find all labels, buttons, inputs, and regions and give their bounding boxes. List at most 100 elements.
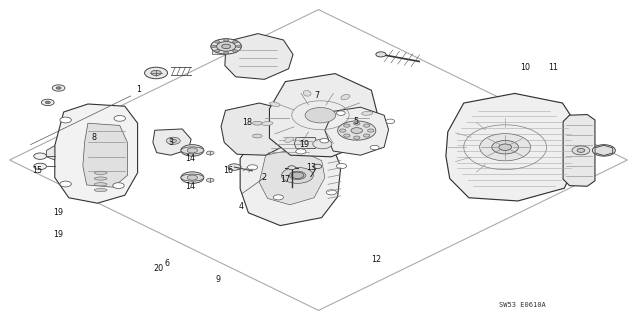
Ellipse shape bbox=[492, 140, 519, 154]
Text: 3: 3 bbox=[168, 138, 173, 147]
Circle shape bbox=[113, 183, 124, 188]
Circle shape bbox=[60, 117, 71, 123]
Circle shape bbox=[364, 134, 370, 137]
Circle shape bbox=[187, 148, 197, 153]
Circle shape bbox=[291, 172, 304, 179]
Polygon shape bbox=[212, 45, 226, 54]
Text: 19: 19 bbox=[299, 140, 310, 149]
Circle shape bbox=[370, 145, 379, 150]
Polygon shape bbox=[240, 130, 341, 226]
Polygon shape bbox=[153, 129, 191, 155]
Text: 15: 15 bbox=[32, 166, 42, 175]
Polygon shape bbox=[446, 93, 577, 201]
Ellipse shape bbox=[222, 44, 231, 49]
Polygon shape bbox=[221, 103, 293, 155]
Text: 17: 17 bbox=[280, 175, 290, 184]
Ellipse shape bbox=[94, 183, 107, 186]
Text: 7: 7 bbox=[315, 92, 320, 100]
Circle shape bbox=[52, 85, 65, 91]
Circle shape bbox=[354, 136, 360, 139]
Polygon shape bbox=[269, 74, 378, 157]
Circle shape bbox=[313, 139, 332, 149]
Circle shape bbox=[34, 153, 47, 159]
Circle shape bbox=[114, 116, 125, 121]
Circle shape bbox=[187, 175, 197, 180]
Polygon shape bbox=[47, 146, 55, 160]
Ellipse shape bbox=[480, 134, 531, 161]
Text: 10: 10 bbox=[520, 63, 531, 72]
Circle shape bbox=[56, 87, 61, 89]
Circle shape bbox=[211, 45, 216, 48]
Text: 2: 2 bbox=[262, 173, 267, 182]
Circle shape bbox=[215, 41, 220, 43]
Text: 1: 1 bbox=[136, 85, 141, 94]
Circle shape bbox=[273, 195, 283, 200]
Ellipse shape bbox=[166, 137, 180, 144]
Circle shape bbox=[224, 39, 229, 41]
Circle shape bbox=[296, 149, 306, 154]
Circle shape bbox=[151, 70, 161, 76]
Ellipse shape bbox=[303, 91, 311, 96]
Ellipse shape bbox=[305, 108, 336, 123]
Ellipse shape bbox=[577, 148, 585, 152]
Circle shape bbox=[336, 164, 347, 169]
Text: SW53 E0610A: SW53 E0610A bbox=[499, 302, 546, 308]
Circle shape bbox=[326, 190, 336, 195]
Text: 19: 19 bbox=[54, 230, 64, 239]
Text: 9: 9 bbox=[215, 275, 220, 284]
Circle shape bbox=[206, 178, 214, 182]
Ellipse shape bbox=[285, 137, 294, 142]
Ellipse shape bbox=[211, 39, 241, 54]
Ellipse shape bbox=[181, 147, 204, 154]
Polygon shape bbox=[294, 138, 317, 148]
Text: 18: 18 bbox=[242, 118, 252, 127]
Text: 8: 8 bbox=[92, 133, 97, 142]
Polygon shape bbox=[83, 123, 127, 187]
Circle shape bbox=[45, 101, 50, 104]
Ellipse shape bbox=[252, 121, 262, 125]
Circle shape bbox=[499, 144, 512, 150]
Ellipse shape bbox=[181, 174, 204, 181]
Polygon shape bbox=[563, 115, 595, 186]
Text: 14: 14 bbox=[185, 154, 195, 163]
Circle shape bbox=[368, 129, 374, 132]
Polygon shape bbox=[55, 104, 138, 203]
Circle shape bbox=[343, 134, 350, 137]
Ellipse shape bbox=[282, 167, 313, 183]
Text: 6: 6 bbox=[164, 259, 169, 268]
Ellipse shape bbox=[572, 146, 590, 155]
Circle shape bbox=[236, 45, 241, 48]
Ellipse shape bbox=[324, 141, 331, 146]
Ellipse shape bbox=[289, 171, 306, 180]
Ellipse shape bbox=[362, 111, 373, 115]
Circle shape bbox=[340, 129, 346, 132]
Ellipse shape bbox=[217, 42, 236, 51]
Circle shape bbox=[181, 172, 204, 183]
Text: 14: 14 bbox=[185, 182, 195, 191]
Circle shape bbox=[313, 164, 322, 169]
Circle shape bbox=[181, 145, 204, 156]
Ellipse shape bbox=[354, 130, 365, 135]
Circle shape bbox=[41, 99, 54, 106]
Circle shape bbox=[206, 151, 214, 155]
Polygon shape bbox=[225, 34, 293, 79]
Text: 16: 16 bbox=[223, 166, 233, 175]
Circle shape bbox=[233, 41, 238, 43]
Circle shape bbox=[233, 50, 238, 52]
Circle shape bbox=[592, 145, 615, 156]
Ellipse shape bbox=[351, 128, 362, 133]
Circle shape bbox=[364, 124, 370, 127]
Circle shape bbox=[224, 52, 229, 54]
Circle shape bbox=[145, 67, 168, 79]
Circle shape bbox=[376, 52, 386, 57]
Ellipse shape bbox=[94, 188, 107, 192]
Circle shape bbox=[288, 166, 296, 170]
Text: 13: 13 bbox=[306, 164, 316, 172]
Ellipse shape bbox=[94, 171, 107, 174]
Ellipse shape bbox=[269, 102, 280, 107]
Ellipse shape bbox=[262, 122, 273, 125]
Text: 4: 4 bbox=[238, 202, 243, 211]
Ellipse shape bbox=[170, 139, 176, 142]
Text: 12: 12 bbox=[371, 255, 381, 264]
Polygon shape bbox=[325, 107, 389, 155]
